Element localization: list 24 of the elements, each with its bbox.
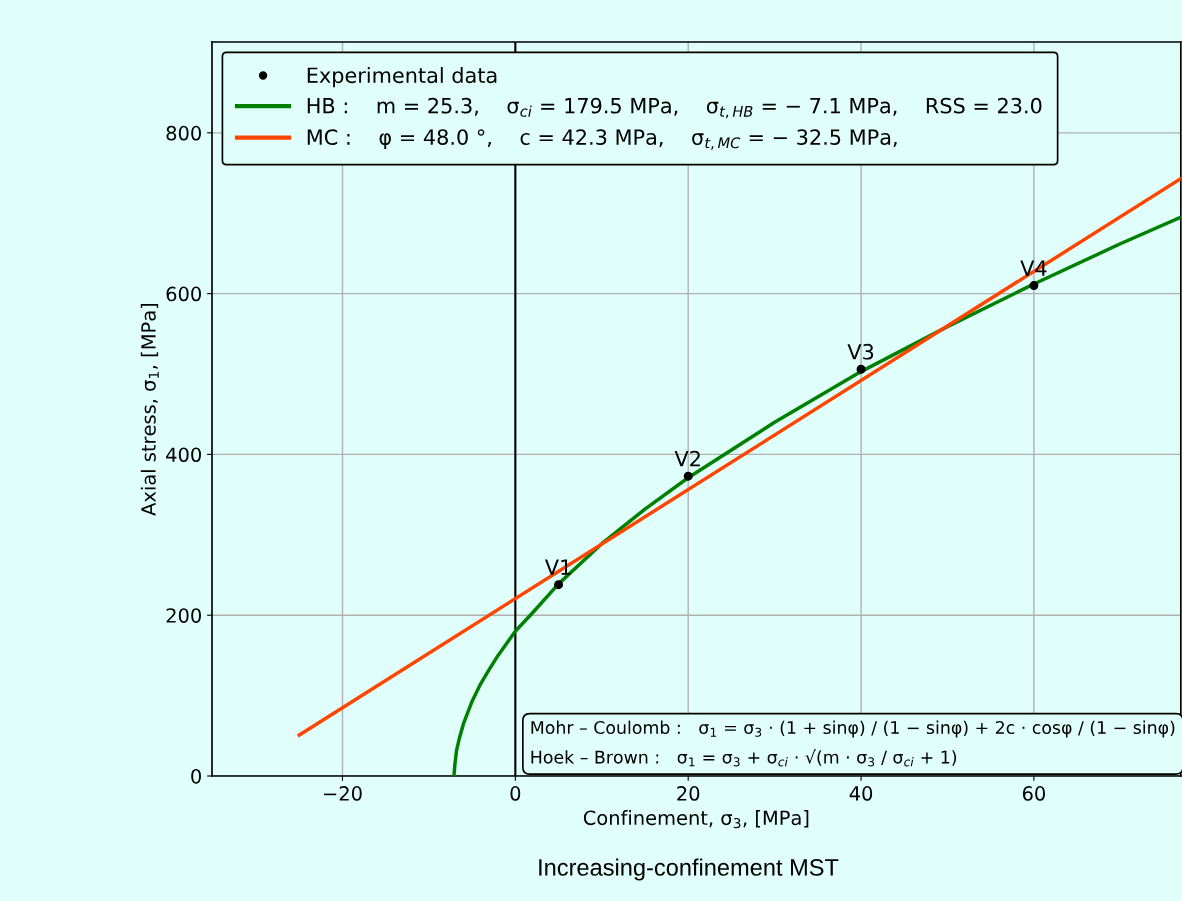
point — [554, 580, 564, 590]
text: Mohr – Coulomb : σ$_{1}$ = σ$_{3}$ · (1 + sinφ) / (1 − sinφ) + 2c · cosφ / (1 − sinφ) Hoek – Brown : σ$_{1}$ = σ$_{3}$ + σ$_{ci}$ · √(m · σ$_{3}$ / σ$_{ci}$ + 1) — [531, 720, 1175, 767]
legend-label: HB : m = 25.3, σ$_{ci}$ = 179.5 MPa, σ$_{t,HB}$ = − 7.1 MPa, RSS = 23.0 — [307, 97, 1042, 119]
x-tick-label: 40 — [849, 786, 873, 801]
legend-label: Experimental data — [307, 67, 497, 88]
x-tick-label: 20 — [677, 786, 700, 801]
x-tick-label: 60 — [1022, 786, 1045, 801]
y-tick-label: 600 — [166, 286, 201, 302]
point — [683, 471, 693, 481]
y-tick-label: 200 — [166, 608, 201, 623]
y-tick-label: 400 — [166, 447, 201, 463]
x-tick-label: 0 — [510, 786, 521, 801]
y-axis-title: Axial stress, σ$_{1}$, [MPa] — [140, 303, 159, 516]
line-series — [452, 215, 1181, 776]
x-tick-label: −20 — [324, 786, 362, 801]
y-tick-label: 800 — [166, 125, 201, 141]
y-tick-label: 0 — [191, 768, 201, 784]
annotation: V2 — [674, 450, 700, 467]
annotation: V3 — [847, 343, 874, 360]
x-axis-title: Confinement, σ$_{3}$, [MPa] — [583, 810, 809, 829]
text: Increasing-confinement MST — [539, 858, 839, 881]
point — [1029, 281, 1039, 291]
point — [856, 364, 866, 374]
legend-label: MC : φ = 48.0 °, c = 42.3 MPa, σ$_{t,MC}$ = − 32.5 MPa, — [307, 129, 897, 150]
